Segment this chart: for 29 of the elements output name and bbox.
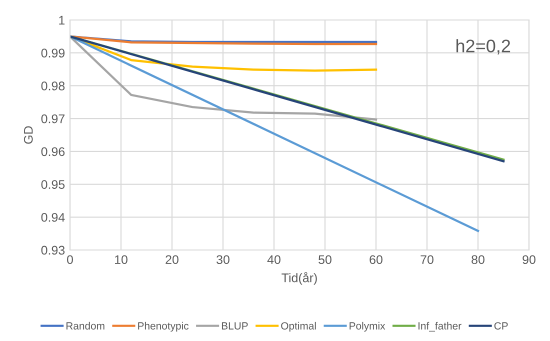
x-tick-label: 30 [216, 255, 230, 264]
x-tick-label: 20 [166, 255, 178, 264]
x-axis-title: Tid(år) [282, 272, 317, 285]
x-tick-label: 60 [370, 255, 382, 264]
x-tick-label: 10 [115, 255, 128, 264]
legend-label: CP [494, 322, 508, 330]
x-tick-label: 80 [472, 255, 484, 264]
annotation: h2=0,2 [456, 39, 510, 55]
line-series [70, 35, 378, 121]
legend-label: Phenotypic [138, 322, 189, 332]
x-tick-label: 40 [267, 255, 280, 264]
y-tick-label: 0.99 [41, 48, 65, 58]
legend-label: BLUP [222, 322, 248, 330]
y-tick-label: 0.96 [41, 147, 65, 156]
x-tick-label: 50 [318, 255, 332, 264]
x-tick-label: 90 [522, 255, 536, 264]
y-tick-label: 0.95 [41, 180, 65, 189]
y-axis-title: GD [24, 126, 33, 144]
y-tick-label: 0.98 [41, 82, 65, 90]
y-tick-label: 0.97 [41, 114, 65, 124]
y-tick-label: 1 [59, 16, 65, 25]
y-tick-label: 0.93 [41, 246, 65, 255]
x-tick-label: 0 [67, 255, 73, 264]
legend-label: Polymix [350, 322, 386, 332]
legend-label: Random [66, 322, 104, 330]
y-tick-label: 0.94 [41, 212, 65, 222]
x-tick-label: 70 [420, 255, 434, 264]
legend-label: Optimal [281, 322, 316, 332]
legend-label: Inf_father [418, 322, 462, 332]
